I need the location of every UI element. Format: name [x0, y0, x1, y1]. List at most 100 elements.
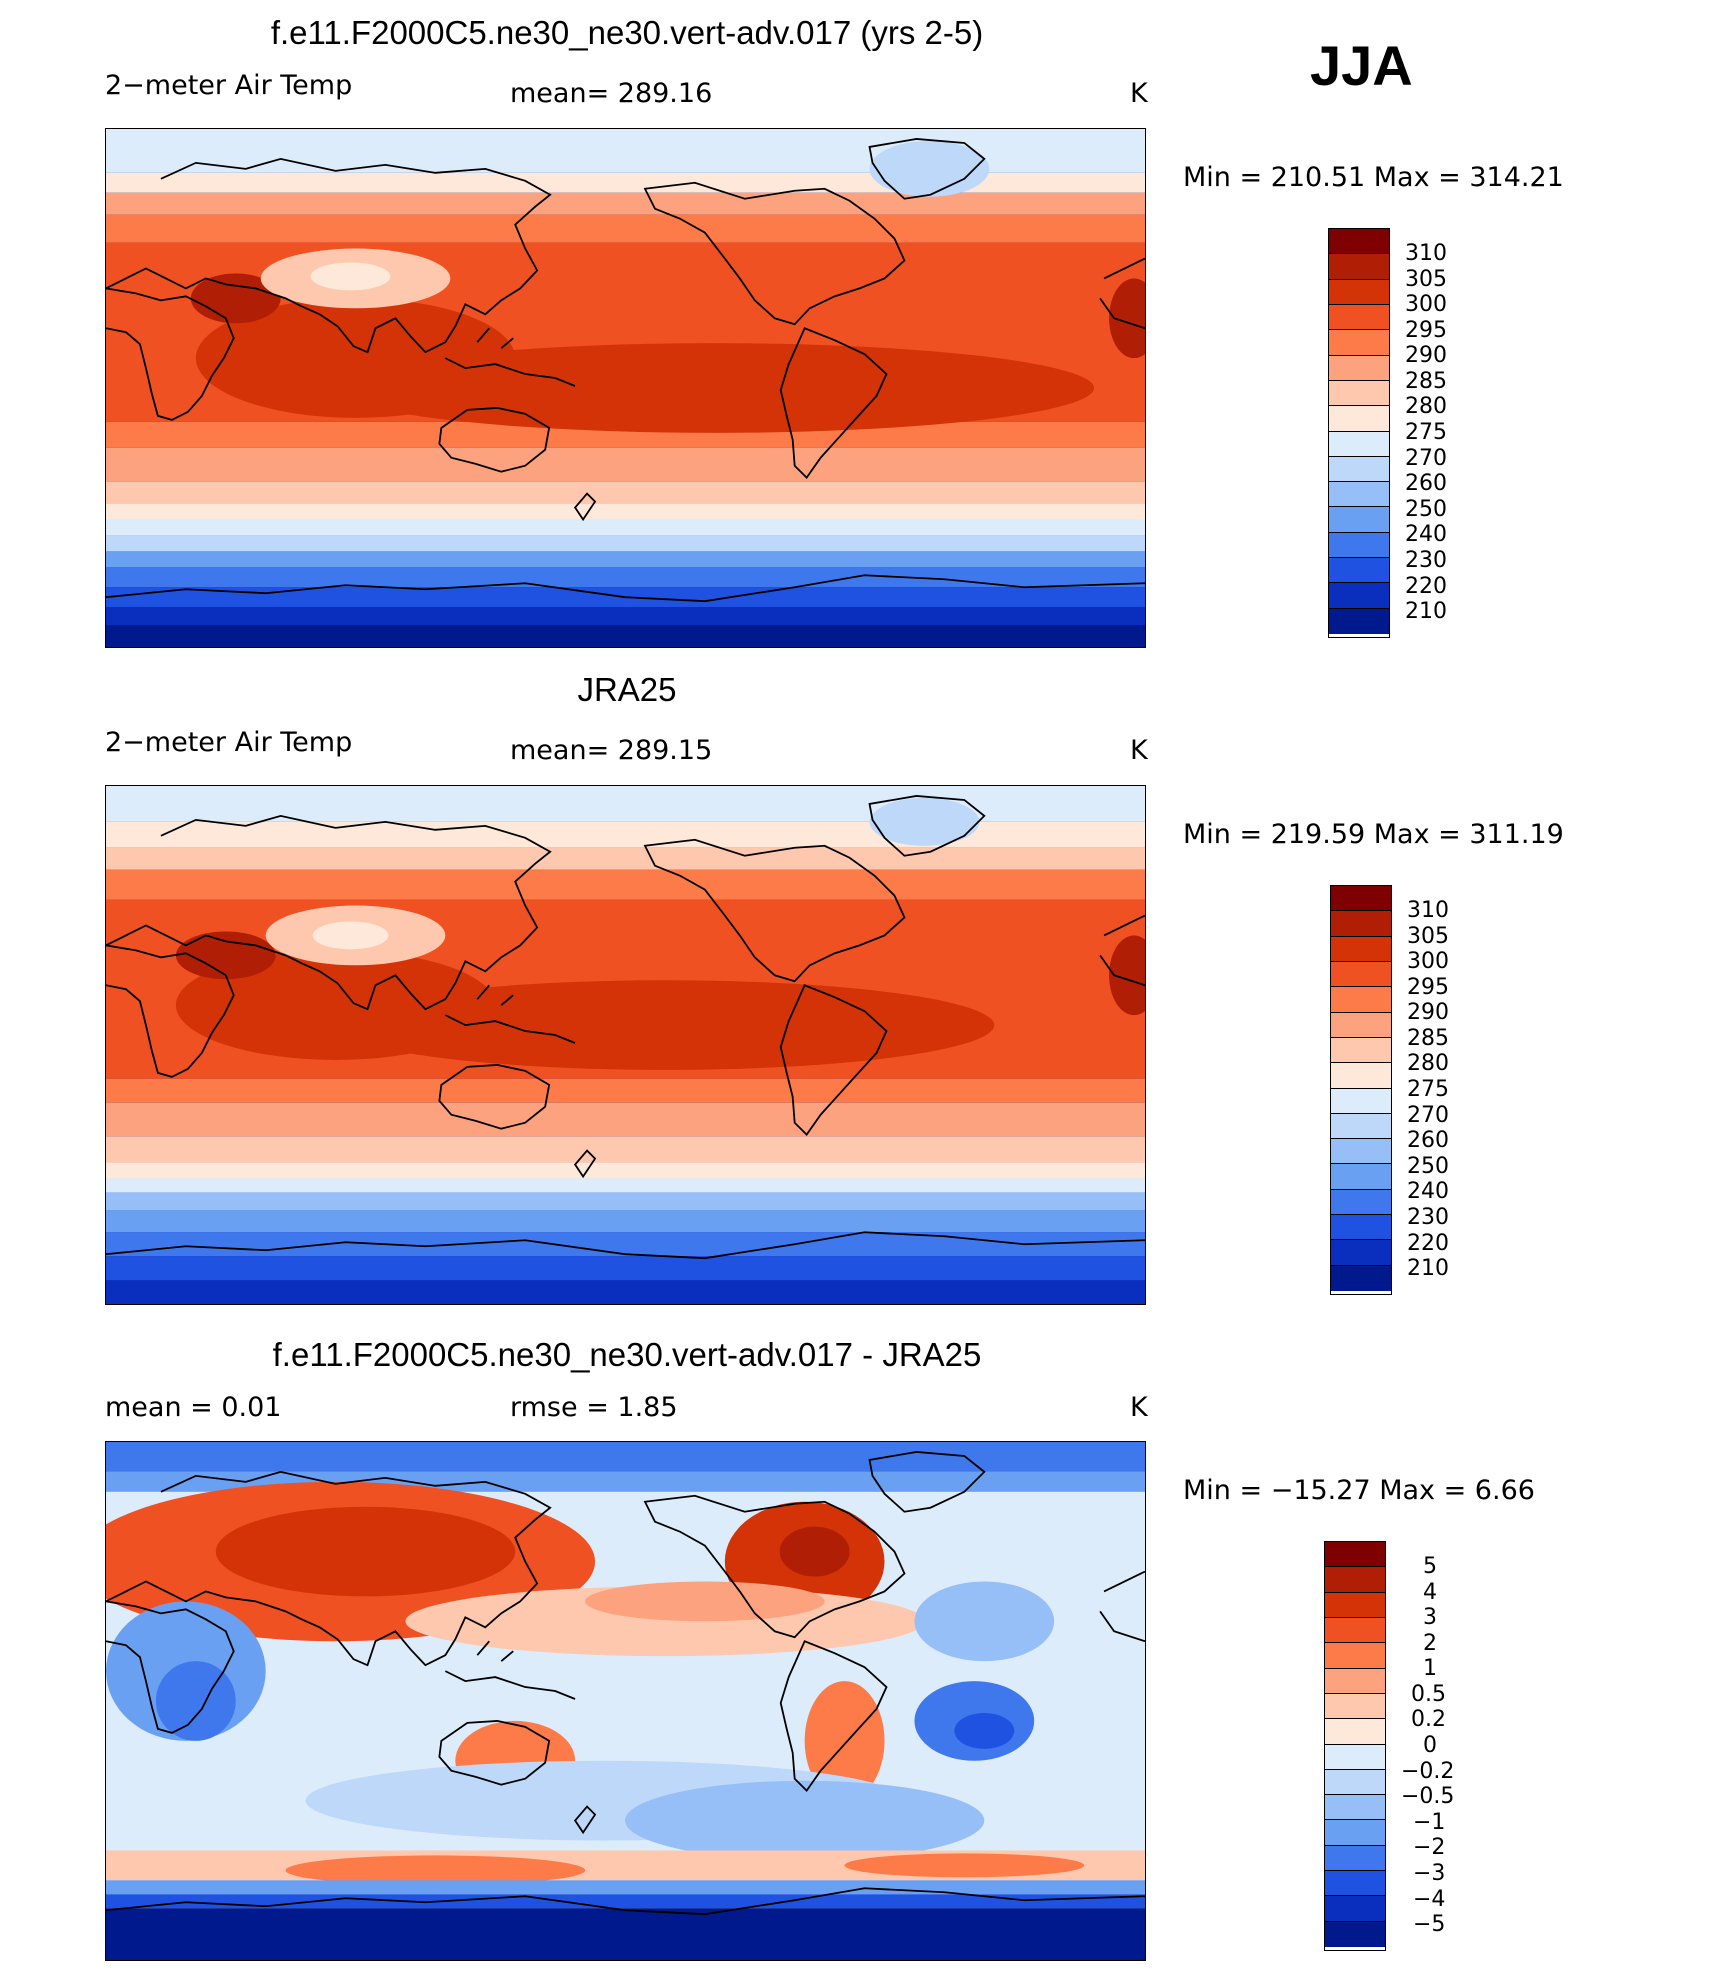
colorbar-swatch [1325, 1668, 1385, 1694]
panel1-units-label: K [1130, 78, 1148, 109]
panel3-map [105, 1441, 1146, 1961]
colorbar-tick-label: 230 [1407, 1205, 1449, 1230]
colorbar-tick-label: −0.5 [1401, 1784, 1455, 1809]
colorbar-tick-label: 275 [1405, 420, 1447, 445]
colorbar-swatch [1331, 886, 1391, 912]
colorbar-swatch [1331, 1139, 1391, 1165]
panel2-units-label: K [1130, 735, 1148, 766]
colorbar-tick-label: 300 [1405, 292, 1447, 317]
colorbar-swatch [1329, 355, 1389, 381]
panel1-map [105, 128, 1146, 648]
colorbar-tick-label: 260 [1407, 1128, 1449, 1153]
colorbar-tick-label: −0.2 [1401, 1759, 1455, 1784]
colorbar-swatch [1331, 1240, 1391, 1266]
colorbar-swatch [1331, 1113, 1391, 1140]
colorbar-tick-label: 4 [1423, 1580, 1437, 1605]
colorbar-tick-label: 290 [1405, 343, 1447, 368]
panel2-map [105, 785, 1146, 1305]
colorbar-swatch [1331, 1063, 1391, 1089]
colorbar-swatch [1329, 507, 1389, 533]
colorbar-tick-label: 280 [1407, 1051, 1449, 1076]
colorbar-swatch [1329, 229, 1389, 255]
colorbar-swatch [1325, 1921, 1385, 1947]
colorbar-swatch [1331, 1164, 1391, 1190]
colorbar-tick-label: 0.2 [1411, 1707, 1446, 1732]
colorbar-tick-label: 0.5 [1411, 1682, 1446, 1707]
colorbar-swatch [1331, 911, 1391, 937]
colorbar-tick-label: −5 [1413, 1912, 1446, 1937]
colorbar-swatch [1325, 1693, 1385, 1720]
colorbar-swatch [1325, 1617, 1385, 1644]
panel3-title: f.e11.F2000C5.ne30_ne30.vert-adv.017 - J… [272, 1336, 982, 1373]
colorbar-swatch [1325, 1795, 1385, 1821]
panel2-variable-label: 2−meter Air Temp [105, 727, 353, 758]
colorbar-tick-label: 270 [1407, 1103, 1449, 1128]
colorbar-tick-label: 310 [1405, 241, 1447, 266]
colorbar-swatch [1331, 1215, 1391, 1241]
colorbar-swatch [1329, 304, 1389, 331]
colorbar-swatch [1325, 1769, 1385, 1796]
colorbar-tick-label: 0 [1423, 1733, 1437, 1758]
colorbar-swatch [1331, 1088, 1391, 1114]
colorbar-tick-label: −4 [1413, 1887, 1446, 1912]
colorbar-swatch [1329, 279, 1389, 305]
panel1-mean-label: mean= 289.16 [510, 78, 713, 109]
panel3-rmse-label: rmse = 1.85 [510, 1392, 678, 1423]
panel3-colorbar [1324, 1541, 1386, 1951]
colorbar-swatch [1329, 254, 1389, 280]
colorbar-swatch [1325, 1845, 1385, 1872]
colorbar-tick-label: 1 [1423, 1656, 1437, 1681]
colorbar-swatch [1325, 1871, 1385, 1897]
colorbar-tick-label: 220 [1407, 1231, 1449, 1256]
colorbar-swatch [1331, 1012, 1391, 1038]
colorbar-tick-label: 270 [1405, 446, 1447, 471]
colorbar-swatch [1329, 330, 1389, 356]
colorbar-swatch [1331, 987, 1391, 1013]
panel1-variable-label: 2−meter Air Temp [105, 70, 353, 101]
colorbar-swatch [1329, 406, 1389, 432]
colorbar-tick-label: 280 [1405, 394, 1447, 419]
colorbar-tick-label: 285 [1405, 369, 1447, 394]
season-label: JJA [1310, 34, 1413, 97]
colorbar-swatch [1325, 1542, 1385, 1568]
panel1-colorbar [1328, 228, 1390, 638]
colorbar-swatch [1331, 1265, 1391, 1291]
colorbar-tick-label: 300 [1407, 949, 1449, 974]
colorbar-swatch [1325, 1592, 1385, 1618]
panel1-title: f.e11.F2000C5.ne30_ne30.vert-adv.017 (yr… [270, 14, 984, 51]
colorbar-swatch [1331, 936, 1391, 962]
colorbar-swatch [1329, 532, 1389, 559]
colorbar-swatch [1329, 608, 1389, 634]
colorbar-tick-label: 240 [1407, 1179, 1449, 1204]
colorbar-swatch [1331, 961, 1391, 988]
colorbar-tick-label: −3 [1413, 1861, 1446, 1886]
colorbar-tick-label: 295 [1407, 975, 1449, 1000]
colorbar-swatch [1331, 1189, 1391, 1216]
colorbar-swatch [1329, 482, 1389, 508]
colorbar-tick-label: 260 [1405, 471, 1447, 496]
panel2-colorbar [1330, 885, 1392, 1295]
colorbar-tick-label: 230 [1405, 548, 1447, 573]
colorbar-tick-label: 2 [1423, 1631, 1437, 1656]
panel1-minmax-label: Min = 210.51 Max = 314.21 [1183, 162, 1564, 193]
panel2-mean-label: mean= 289.15 [510, 735, 713, 766]
colorbar-tick-label: 240 [1405, 522, 1447, 547]
colorbar-tick-label: 210 [1407, 1256, 1449, 1281]
colorbar-swatch [1325, 1820, 1385, 1846]
colorbar-swatch [1329, 583, 1389, 609]
colorbar-tick-label: 285 [1407, 1026, 1449, 1051]
colorbar-swatch [1325, 1896, 1385, 1922]
colorbar-tick-label: 210 [1405, 599, 1447, 624]
colorbar-tick-label: 305 [1405, 267, 1447, 292]
colorbar-swatch [1329, 431, 1389, 457]
colorbar-swatch [1329, 558, 1389, 584]
panel3-minmax-label: Min = −15.27 Max = 6.66 [1183, 1475, 1535, 1506]
colorbar-tick-label: 220 [1405, 574, 1447, 599]
colorbar-tick-label: 275 [1407, 1077, 1449, 1102]
colorbar-tick-label: 305 [1407, 924, 1449, 949]
colorbar-swatch [1325, 1719, 1385, 1745]
panel3-units-label: K [1130, 1392, 1148, 1423]
colorbar-tick-label: 250 [1407, 1154, 1449, 1179]
colorbar-tick-label: 5 [1423, 1554, 1437, 1579]
colorbar-swatch [1325, 1744, 1385, 1770]
